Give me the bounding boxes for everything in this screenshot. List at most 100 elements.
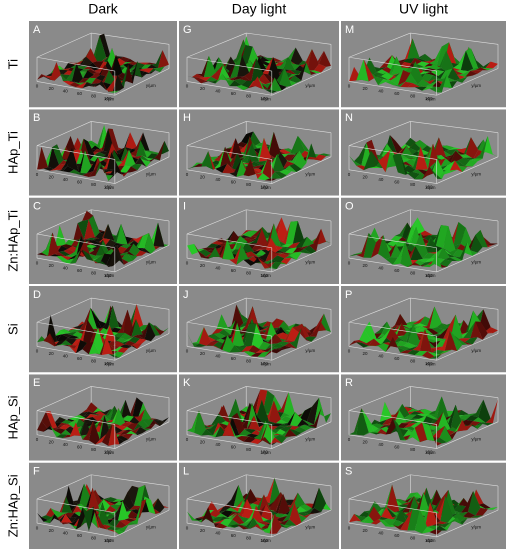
y-axis-label: y/µm [305,525,315,530]
x-tick-label: 20 [49,86,55,91]
column-header: Dark [88,1,119,17]
y-axis-label: y/µm [146,525,156,530]
column-header: UV light [399,1,448,17]
panel-letter: I [183,201,186,213]
x-tick-label: 60 [394,533,400,538]
panel-letter: M [345,24,354,36]
x-axis-label: x/µm [104,273,114,278]
x-tick-label: 40 [378,354,384,359]
x-tick-label: 40 [378,265,384,270]
x-tick-label: 60 [231,356,237,361]
y-axis-label: y/µm [471,436,481,441]
row-label: HAp_Ti [5,131,20,174]
row-label: Zn:HAp_Si [5,474,20,537]
x-tick-label: 40 [215,442,221,447]
x-axis-label: x/µm [261,273,271,278]
x-tick-label: 80 [246,94,252,99]
x-tick-label: 20 [362,263,368,268]
panel-letter: D [33,289,41,301]
panel-letter: L [183,466,189,478]
x-axis-label: x/µm [426,361,436,366]
x-tick-label: 60 [77,268,83,273]
x-tick-label: 60 [394,268,400,273]
x-tick-label: 60 [394,444,400,449]
x-tick-label: 80 [410,94,416,99]
x-axis-label: x/µm [104,96,114,101]
y-axis-label: y/µm [471,260,481,265]
x-tick-label: 20 [200,351,206,356]
x-tick-label: 80 [246,182,252,187]
x-tick-label: 60 [77,179,83,184]
x-axis-label: x/µm [104,361,114,366]
x-tick-label: 80 [91,359,97,364]
x-tick-label: 60 [231,533,237,538]
x-tick-label: 20 [362,528,368,533]
x-axis-label: x/µm [426,273,436,278]
x-tick-label: 20 [200,174,206,179]
y-axis-label: y/µm [305,171,315,176]
x-tick-label: 80 [246,447,252,452]
x-tick-label: 20 [49,351,55,356]
x-tick-label: 80 [410,270,416,275]
panel-letter: G [183,24,192,36]
panel-letter: B [33,112,40,124]
panel-letter: E [33,377,40,389]
x-tick-label: 40 [63,442,69,447]
x-tick-label: 80 [246,270,252,275]
panel-letter: H [183,112,191,124]
x-tick-label: 60 [231,268,237,273]
x-tick-label: 40 [215,354,221,359]
panel-letter: O [345,201,354,213]
x-tick-label: 20 [362,351,368,356]
x-axis-label: x/µm [426,96,436,101]
y-axis-label: y/µm [471,83,481,88]
x-tick-label: 80 [410,447,416,452]
x-tick-label: 80 [91,270,97,275]
x-tick-label: 60 [231,179,237,184]
x-tick-label: 80 [246,535,252,540]
x-tick-label: 20 [200,86,206,91]
x-tick-label: 20 [49,528,55,533]
y-axis-label: y/µm [146,171,156,176]
row-label: Si [5,323,20,335]
x-axis-label: x/µm [104,538,114,543]
x-axis-label: x/µm [426,538,436,543]
x-tick-label: 20 [362,86,368,91]
panel-letter: A [33,24,41,36]
x-tick-label: 80 [246,359,252,364]
x-tick-label: 80 [91,94,97,99]
panel-letter: F [33,466,40,478]
y-axis-label: y/µm [146,348,156,353]
x-tick-label: 20 [362,174,368,179]
x-tick-label: 60 [394,179,400,184]
y-axis-label: y/µm [146,436,156,441]
x-tick-label: 40 [215,177,221,182]
column-header: Day light [232,1,287,17]
row-label: Ti [5,59,20,69]
x-axis-label: x/µm [426,450,436,455]
x-tick-label: 80 [91,535,97,540]
x-tick-label: 60 [231,91,237,96]
x-tick-label: 20 [49,439,55,444]
x-tick-label: 40 [378,177,384,182]
x-tick-label: 60 [77,91,83,96]
x-tick-label: 60 [394,91,400,96]
y-axis-label: y/µm [146,83,156,88]
x-tick-label: 20 [200,439,206,444]
row-label: HAp_Si [5,395,20,439]
x-tick-label: 20 [200,263,206,268]
x-tick-label: 20 [49,263,55,268]
x-axis-label: x/µm [104,450,114,455]
panel-letter: K [183,377,191,389]
